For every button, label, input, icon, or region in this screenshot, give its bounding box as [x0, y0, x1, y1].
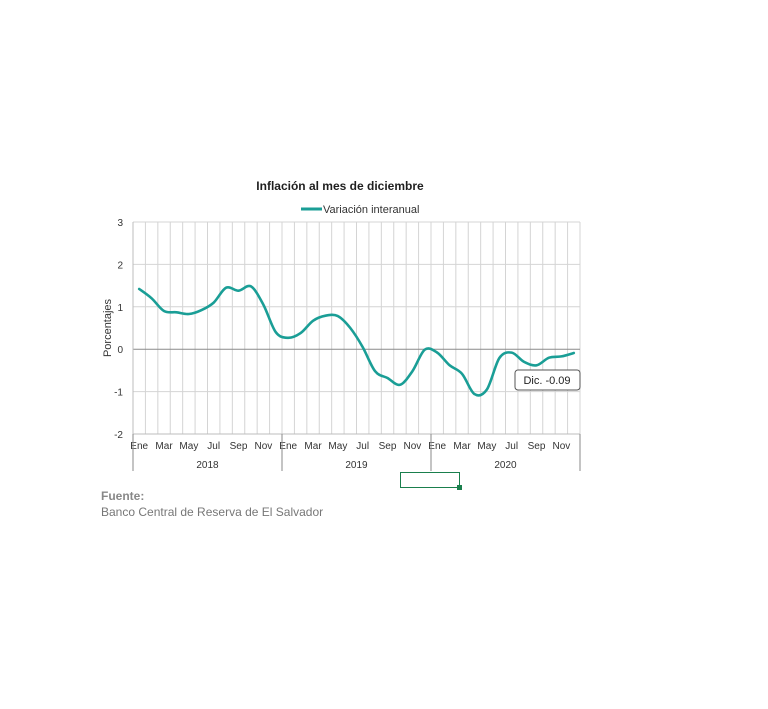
data-point: [337, 315, 339, 317]
data-point: [399, 384, 401, 386]
data-point: [535, 364, 538, 367]
data-point: [175, 311, 178, 314]
data-point: [386, 377, 389, 379]
legend: Variación interanual: [301, 204, 419, 216]
data-point: [573, 352, 575, 354]
x-tick-label: Sep: [379, 441, 397, 452]
data-point: [200, 309, 203, 312]
data-point: [188, 313, 190, 315]
y-tick-label: 0: [117, 345, 123, 356]
data-point: [262, 303, 265, 306]
y-tick-label: -1: [114, 388, 123, 399]
data-point: [523, 361, 525, 363]
x-tick-label: Nov: [552, 441, 570, 452]
x-tick-label: Nov: [254, 441, 272, 452]
data-point: [448, 364, 451, 367]
callout: Dic. -0.09: [514, 369, 581, 391]
data-point: [473, 393, 476, 395]
x-tick-label: May: [179, 441, 198, 452]
x-tick-label: Mar: [453, 441, 471, 452]
series-line: [137, 284, 576, 397]
x-tick-label: May: [328, 441, 347, 452]
data-point: [486, 388, 488, 391]
data-point: [287, 337, 290, 339]
x-tick-label: Nov: [403, 441, 421, 452]
y-tick-label: 1: [117, 303, 123, 314]
data-point: [349, 327, 352, 329]
grid: [132, 221, 581, 435]
cell-selection-box[interactable]: [400, 472, 462, 490]
y-tick-label: 2: [117, 260, 123, 271]
data-point: [548, 356, 550, 359]
source-text: Banco Central de Reserva de El Salvador: [101, 505, 324, 519]
x-tick-label: Sep: [528, 441, 546, 452]
data-point: [560, 355, 563, 358]
legend-label: Variación interanual: [323, 204, 419, 216]
data-point: [299, 332, 302, 334]
data-point: [225, 286, 227, 289]
series-layer: [137, 284, 576, 397]
x-tick-label: Jul: [505, 441, 518, 452]
data-point: [361, 346, 364, 348]
data-point: [250, 285, 252, 288]
x-tick-label: May: [477, 441, 496, 452]
data-point: [411, 370, 414, 373]
data-point: [510, 351, 513, 354]
year-label: 2019: [345, 460, 368, 471]
x-tick-label: Jul: [207, 441, 220, 452]
data-point: [324, 314, 327, 317]
data-point: [461, 373, 463, 375]
y-tick-label: 3: [117, 218, 123, 229]
x-tick-label: Mar: [155, 441, 173, 452]
year-label: 2018: [196, 460, 219, 471]
fill-handle[interactable]: [457, 485, 462, 490]
data-point: [237, 289, 240, 292]
data-point: [138, 288, 140, 290]
x-tick-label: Ene: [279, 441, 297, 452]
y-axis-title: Porcentajes: [102, 298, 114, 357]
data-point: [436, 351, 439, 354]
x-tick-label: Ene: [428, 441, 446, 452]
data-point: [312, 320, 314, 322]
data-point: [150, 297, 153, 300]
year-label: 2020: [494, 460, 517, 471]
x-tick-label: Ene: [130, 441, 148, 452]
x-tick-label: Sep: [230, 441, 248, 452]
y-tick-label: -2: [114, 430, 123, 441]
data-point: [498, 357, 501, 359]
x-tick-label: Jul: [356, 441, 369, 452]
data-point: [424, 348, 426, 351]
data-point: [275, 331, 277, 334]
data-point: [374, 370, 376, 373]
chart-title: Inflación al mes de diciembre: [256, 179, 424, 193]
source-note: Fuente: Banco Central de Reserva de El S…: [101, 488, 323, 520]
axes: 3 2 1 0 -1 -2 Ene Mar May Jul Sep Nov Ene Mar May Jul Se…: [114, 218, 581, 471]
data-point: [163, 310, 165, 312]
callout-text: Dic. -0.09: [523, 375, 570, 387]
x-tick-label: Mar: [304, 441, 322, 452]
data-point: [212, 301, 215, 304]
source-label: Fuente:: [101, 489, 145, 503]
callout-box: [514, 369, 581, 391]
